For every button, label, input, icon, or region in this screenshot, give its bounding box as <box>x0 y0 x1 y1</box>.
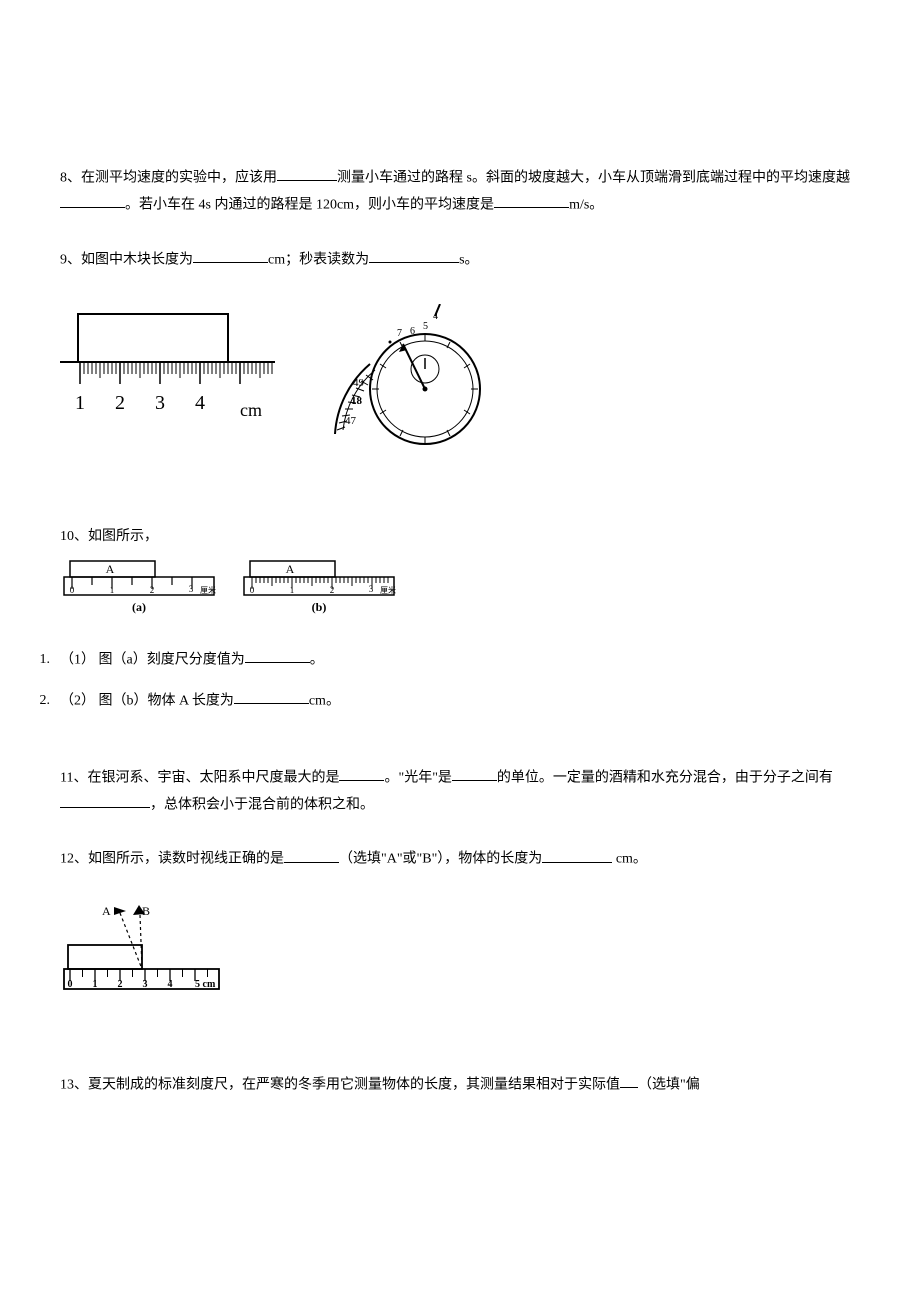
svg-text:5: 5 <box>423 321 428 332</box>
svg-text:4: 4 <box>168 979 173 990</box>
ruler-block-icon: 1 2 3 4 cm <box>60 304 285 449</box>
question-10-sub1: 1.（1） 图（a）刻度尺分度值为 。 <box>20 647 860 674</box>
text: 8、在测平均速度的实验中，应该用 <box>60 170 277 185</box>
figure-q9: 1 2 3 4 cm 4 5 <box>60 304 860 464</box>
svg-text:1: 1 <box>110 585 115 595</box>
svg-text:3: 3 <box>189 584 194 594</box>
svg-text:1: 1 <box>93 979 98 990</box>
blank[interactable] <box>60 192 125 208</box>
ruler-sight-icon: A B 0 1 2 3 4 5 cm <box>60 901 225 1011</box>
svg-text:厘米: 厘米 <box>380 585 396 595</box>
svg-text:5 cm: 5 cm <box>195 979 216 990</box>
blank[interactable] <box>339 765 384 781</box>
svg-text:18: 18 <box>351 395 363 407</box>
blank[interactable] <box>60 792 150 808</box>
blank[interactable] <box>542 846 612 862</box>
svg-text:1: 1 <box>290 585 295 595</box>
text: 。 <box>310 652 324 667</box>
question-9: 9、如图中木块长度为 cm；秒表读数为 s。 <box>60 247 860 274</box>
text: cm；秒表读数为 <box>268 252 369 267</box>
blank[interactable] <box>193 247 268 263</box>
text: （选填"偏 <box>638 1077 700 1092</box>
list-num: 1. <box>20 647 60 674</box>
question-8: 8、在测平均速度的实验中，应该用 测量小车通过的路程 s。斜面的坡度越大，小车从顶… <box>60 165 860 219</box>
text: 的单位。一定量的酒精和水充分混合，由于分子之间有 <box>497 770 833 785</box>
text: cm。 <box>612 852 647 867</box>
list-num: 2. <box>20 688 60 715</box>
text: ，总体积会小于混合前的体积之和。 <box>150 797 374 812</box>
svg-text:6: 6 <box>410 326 415 337</box>
text: 12、如图所示，读数时视线正确的是 <box>60 852 284 867</box>
svg-text:1: 1 <box>75 392 85 414</box>
svg-text:7: 7 <box>397 328 402 339</box>
svg-text:0: 0 <box>68 979 73 990</box>
svg-text:厘米: 厘米 <box>200 585 216 595</box>
text: （1） 图（a）刻度尺分度值为 <box>60 652 245 667</box>
svg-text:0: 0 <box>250 585 255 595</box>
text: （选填"A"或"B"），物体的长度为 <box>339 852 542 867</box>
question-10: 10、如图所示， A 0 1 2 3 厘米 (a) A <box>60 524 860 619</box>
question-11: 11、在银河系、宇宙、太阳系中尺度最大的是 。"光年"是 的单位。一定量的酒精和水充… <box>60 765 860 819</box>
svg-text:A: A <box>102 904 111 918</box>
blank[interactable] <box>277 165 337 181</box>
text: s。 <box>459 252 478 267</box>
blank[interactable] <box>234 688 309 704</box>
svg-text:B: B <box>142 904 150 918</box>
blank[interactable] <box>245 647 310 663</box>
figure-q12: A B 0 1 2 3 4 5 cm <box>60 901 860 1022</box>
svg-text:2: 2 <box>330 585 335 595</box>
blank[interactable] <box>620 1072 638 1088</box>
question-12: 12、如图所示，读数时视线正确的是 （选填"A"或"B"），物体的长度为 cm。 <box>60 846 860 873</box>
text: 。"光年"是 <box>384 770 451 785</box>
text: cm。 <box>309 693 340 708</box>
text: 11、在银河系、宇宙、太阳系中尺度最大的是 <box>60 770 339 785</box>
svg-text:2: 2 <box>150 585 155 595</box>
text: （2） 图（b）物体 A 长度为 <box>60 693 234 708</box>
svg-text:A: A <box>106 562 115 576</box>
text: 9、如图中木块长度为 <box>60 252 193 267</box>
text: m/s。 <box>569 197 603 212</box>
blank[interactable] <box>494 192 569 208</box>
blank[interactable] <box>452 765 497 781</box>
text: 。若小车在 4s 内通过的路程是 120cm，则小车的平均速度是 <box>125 197 494 212</box>
svg-text:3: 3 <box>143 979 148 990</box>
figure-q10: A 0 1 2 3 厘米 (a) A <box>60 559 860 619</box>
stopwatch-icon: 4 5 6 7 49 18 47 <box>315 304 495 464</box>
svg-text:4: 4 <box>195 392 205 414</box>
blank[interactable] <box>369 247 459 263</box>
svg-text:cm: cm <box>240 400 262 420</box>
svg-text:2: 2 <box>118 979 123 990</box>
svg-text:(a): (a) <box>132 600 146 614</box>
text: 10、如图所示， <box>60 524 860 551</box>
svg-text:A: A <box>286 562 295 576</box>
question-10-sub2: 2.（2） 图（b）物体 A 长度为 cm。 <box>20 688 860 715</box>
ruler-b-icon: A 0 1 2 3 厘米 (b) <box>240 559 400 619</box>
svg-text:3: 3 <box>155 392 165 414</box>
svg-text:47: 47 <box>345 415 357 427</box>
blank[interactable] <box>284 846 339 862</box>
question-13: 13、夏天制成的标准刻度尺，在严寒的冬季用它测量物体的长度，其测量结果相对于实际… <box>60 1072 860 1099</box>
ruler-a-icon: A 0 1 2 3 厘米 (a) <box>60 559 220 619</box>
svg-text:3: 3 <box>369 584 374 594</box>
svg-text:2: 2 <box>115 392 125 414</box>
svg-text:0: 0 <box>70 585 75 595</box>
text: 测量小车通过的路程 s。斜面的坡度越大，小车从顶端滑到底端过程中的平均速度越 <box>337 170 850 185</box>
svg-text:(b): (b) <box>312 600 327 614</box>
svg-text:49: 49 <box>353 377 365 389</box>
text: 13、夏天制成的标准刻度尺，在严寒的冬季用它测量物体的长度，其测量结果相对于实际… <box>60 1077 620 1092</box>
